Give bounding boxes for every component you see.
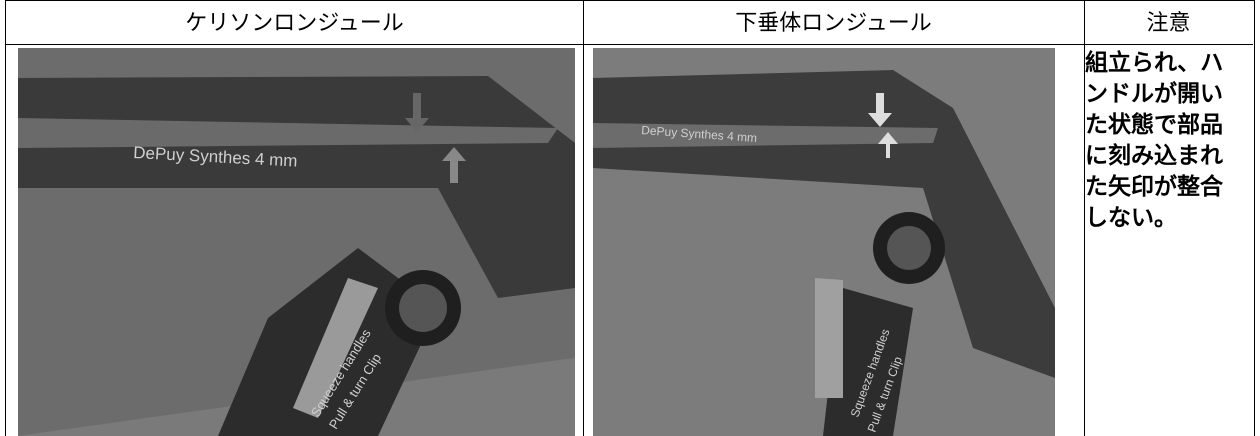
clip — [293, 278, 378, 418]
pivot-cap — [887, 226, 931, 270]
arrow — [442, 147, 466, 183]
header-cell: 下垂体ロンジュール — [583, 1, 1084, 45]
instrument-shaft — [593, 70, 1055, 378]
photo: DePuy Synthes 4 mm Squeeze handles Pull … — [18, 48, 575, 436]
column-divider — [583, 1, 584, 436]
arrow — [405, 93, 429, 132]
instrument-edge — [18, 118, 558, 148]
instrument-edge — [593, 123, 938, 148]
table: ケリソンロンジュール 下垂体ロンジュール 注意 — [5, 0, 1255, 436]
header-cell: ケリソンロンジュール — [6, 1, 583, 45]
clip — [815, 278, 843, 398]
column-divider — [1084, 1, 1085, 436]
note-text: 組立られ、ハンドルが開いた状態で部品に刻み込まれた矢印が整合しない。 — [1085, 50, 1224, 231]
header-cell: 注意 — [1084, 1, 1253, 45]
pivot-cap — [399, 284, 447, 332]
photo: DePuy Synthes 4 mm Squeeze handles Pull … — [593, 48, 1055, 436]
arrow — [868, 93, 892, 127]
arrow — [878, 132, 898, 158]
instrument-handle — [823, 288, 913, 436]
